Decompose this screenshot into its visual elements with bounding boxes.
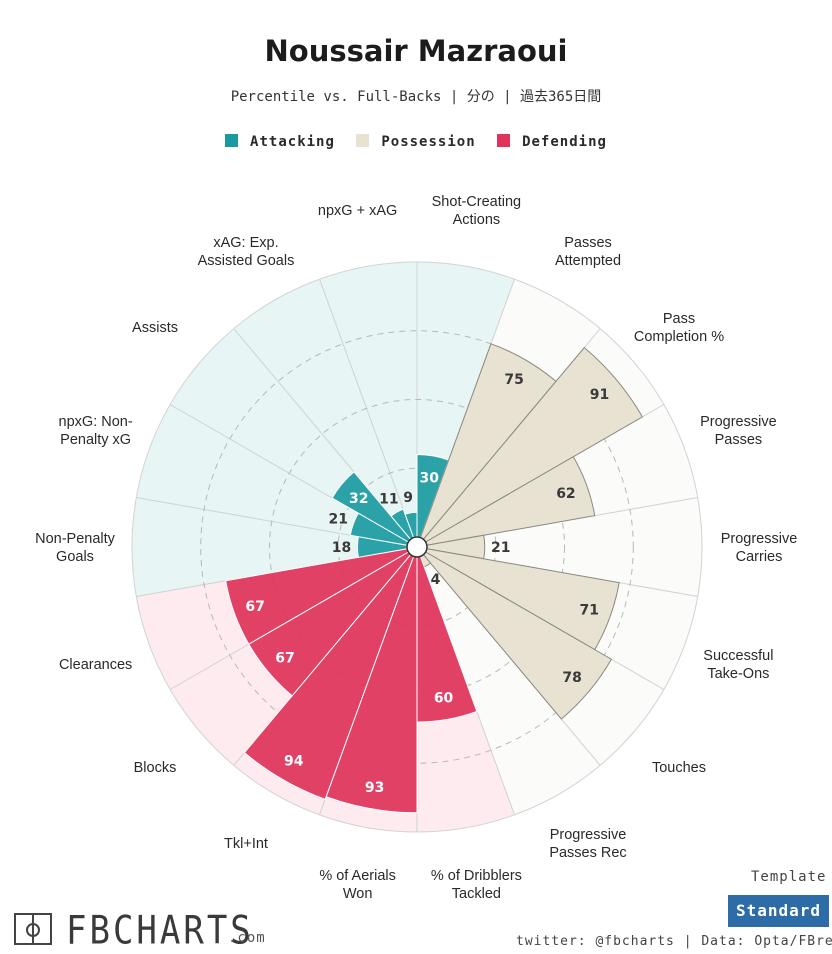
pitch-icon [14,913,52,945]
metric-label-line: Progressive [550,827,627,843]
value-label-blocks: 67 [275,651,294,667]
metric-label-of-aerials-won: % of Aerials Won [319,868,396,902]
value-label-pass-completion: 91 [590,387,609,403]
brand-suffix: .com [228,930,266,946]
metric-label-non-penalty-goals: Non-Penalty Goals [35,531,116,565]
legend-swatch-possession [356,134,370,147]
metric-label-line: Passes [564,235,612,251]
metric-label-line: Blocks [134,760,177,776]
metric-label-line: Actions [453,212,501,228]
metric-label-line: Progressive [721,531,798,547]
metric-label-line: Completion % [634,329,724,345]
metric-label-line: % of Dribblers [431,868,522,884]
bg-sector-npxg-xag [319,262,417,538]
bg-sector-progressive-passes-rec [420,554,601,815]
legend-swatch-defending [497,134,511,147]
bg-sector-npxg-non-penalty-xg [136,404,409,546]
metric-label-line: Progressive [700,414,777,430]
metric-label-line: Successful [703,648,773,664]
metric-label-line: Carries [736,549,783,565]
legend-swatch-attacking [225,134,239,147]
value-label-progressive-carries: 21 [491,540,510,556]
legend-item-possession: Possession [356,134,475,150]
metric-label-successful-take-ons: Successful Take-Ons [703,648,773,682]
gridline-75 [200,330,634,764]
value-label-npxg-non-penalty-xg: 21 [329,511,348,527]
center-hole [406,536,428,558]
metric-label-line: xAG: Exp. [213,235,278,251]
template-label: Template [751,869,827,885]
metric-label-line: Tackled [452,886,501,902]
metric-label-xag-exp-assisted-goals: xAG: Exp. Assisted Goals [198,235,295,269]
value-label-of-aerials-won: 93 [365,780,384,796]
value-label-npxg-xag: 9 [403,490,413,506]
metric-label-npxg-xag: npxG + xAG [318,203,397,219]
data-credit: twitter: @fbcharts | Data: Opta/FBref [516,934,832,949]
metric-label-assists: Assists [132,320,178,336]
legend-item-attacking: Attacking [225,134,335,150]
metric-label-of-dribblers-tackled: % of Dribblers Tackled [431,868,522,902]
legend-label-attacking: Attacking [250,134,335,150]
value-label-non-penalty-goals: 18 [332,540,351,556]
metric-label-progressive-passes: Progressive Passes [700,414,777,448]
metric-label-touches: Touches [652,760,706,776]
chart-title: Noussair Mazraoui [264,34,568,68]
metric-label-clearances: Clearances [59,657,132,673]
value-label-xag-exp-assisted-goals: 11 [379,491,398,507]
metric-label-line: Passes [715,432,763,448]
metric-label-shot-creating-actions: Shot-Creating Actions [432,194,521,228]
metric-label-progressive-passes-rec: Progressive Passes Rec [549,827,626,861]
outer-ring [131,261,703,833]
legend-label-defending: Defending [522,134,607,150]
metric-label-tkl-int: Tkl+Int [224,836,268,852]
metric-label-line: Shot-Creating [432,194,521,210]
metric-label-line: Penalty xG [60,432,131,448]
metric-label-line: Won [343,886,373,902]
value-label-touches: 78 [562,670,581,686]
metric-label-line: Goals [56,549,94,565]
value-label-assists: 32 [349,491,368,507]
value-label-tkl-int: 94 [284,753,304,769]
metric-label-line: Assisted Goals [198,253,295,269]
metric-label-progressive-carries: Progressive Carries [721,531,798,565]
value-label-successful-take-ons: 71 [579,603,598,619]
legend-label-possession: Possession [381,134,476,150]
metric-label-line: Attempted [555,253,621,269]
legend: Attacking Possession Defending [0,134,832,150]
metric-label-line: Pass [663,311,695,327]
value-label-of-dribblers-tackled: 60 [434,691,454,707]
metric-label-line: Tkl+Int [224,836,268,852]
value-label-passes-attempted: 75 [504,372,523,388]
chart-subtitle: Percentile vs. Full-Backs | 分の | 過去365日間 [230,89,602,105]
metric-label-line: % of Aerials [319,868,396,884]
value-label-shot-creating-actions: 30 [420,471,440,487]
bg-sector-xag-exp-assisted-goals [233,279,414,540]
metric-label-passes-attempted: Passes Attempted [555,235,621,269]
value-label-progressive-passes: 62 [556,486,575,502]
metric-label-line: Passes Rec [549,845,626,861]
brand-name: FBCHARTS [66,908,254,954]
metric-label-line: Touches [652,760,706,776]
value-label-clearances: 67 [245,599,264,615]
metric-label-line: Take-Ons [707,666,769,682]
metric-label-blocks: Blocks [134,760,177,776]
legend-item-defending: Defending [497,134,607,150]
metric-label-line: Assists [132,320,178,336]
metric-label-line: npxG: Non- [59,414,133,430]
metric-label-npxg-non-penalty-xg: npxG: Non- Penalty xG [59,414,133,448]
value-label-progressive-passes-rec: 4 [431,572,441,588]
template-button[interactable]: Standard [728,895,829,927]
metric-label-line: Clearances [59,657,132,673]
metric-label-line: npxG + xAG [318,203,397,219]
metric-label-line: Non-Penalty [35,531,116,547]
metric-label-pass-completion: Pass Completion % [634,311,724,345]
